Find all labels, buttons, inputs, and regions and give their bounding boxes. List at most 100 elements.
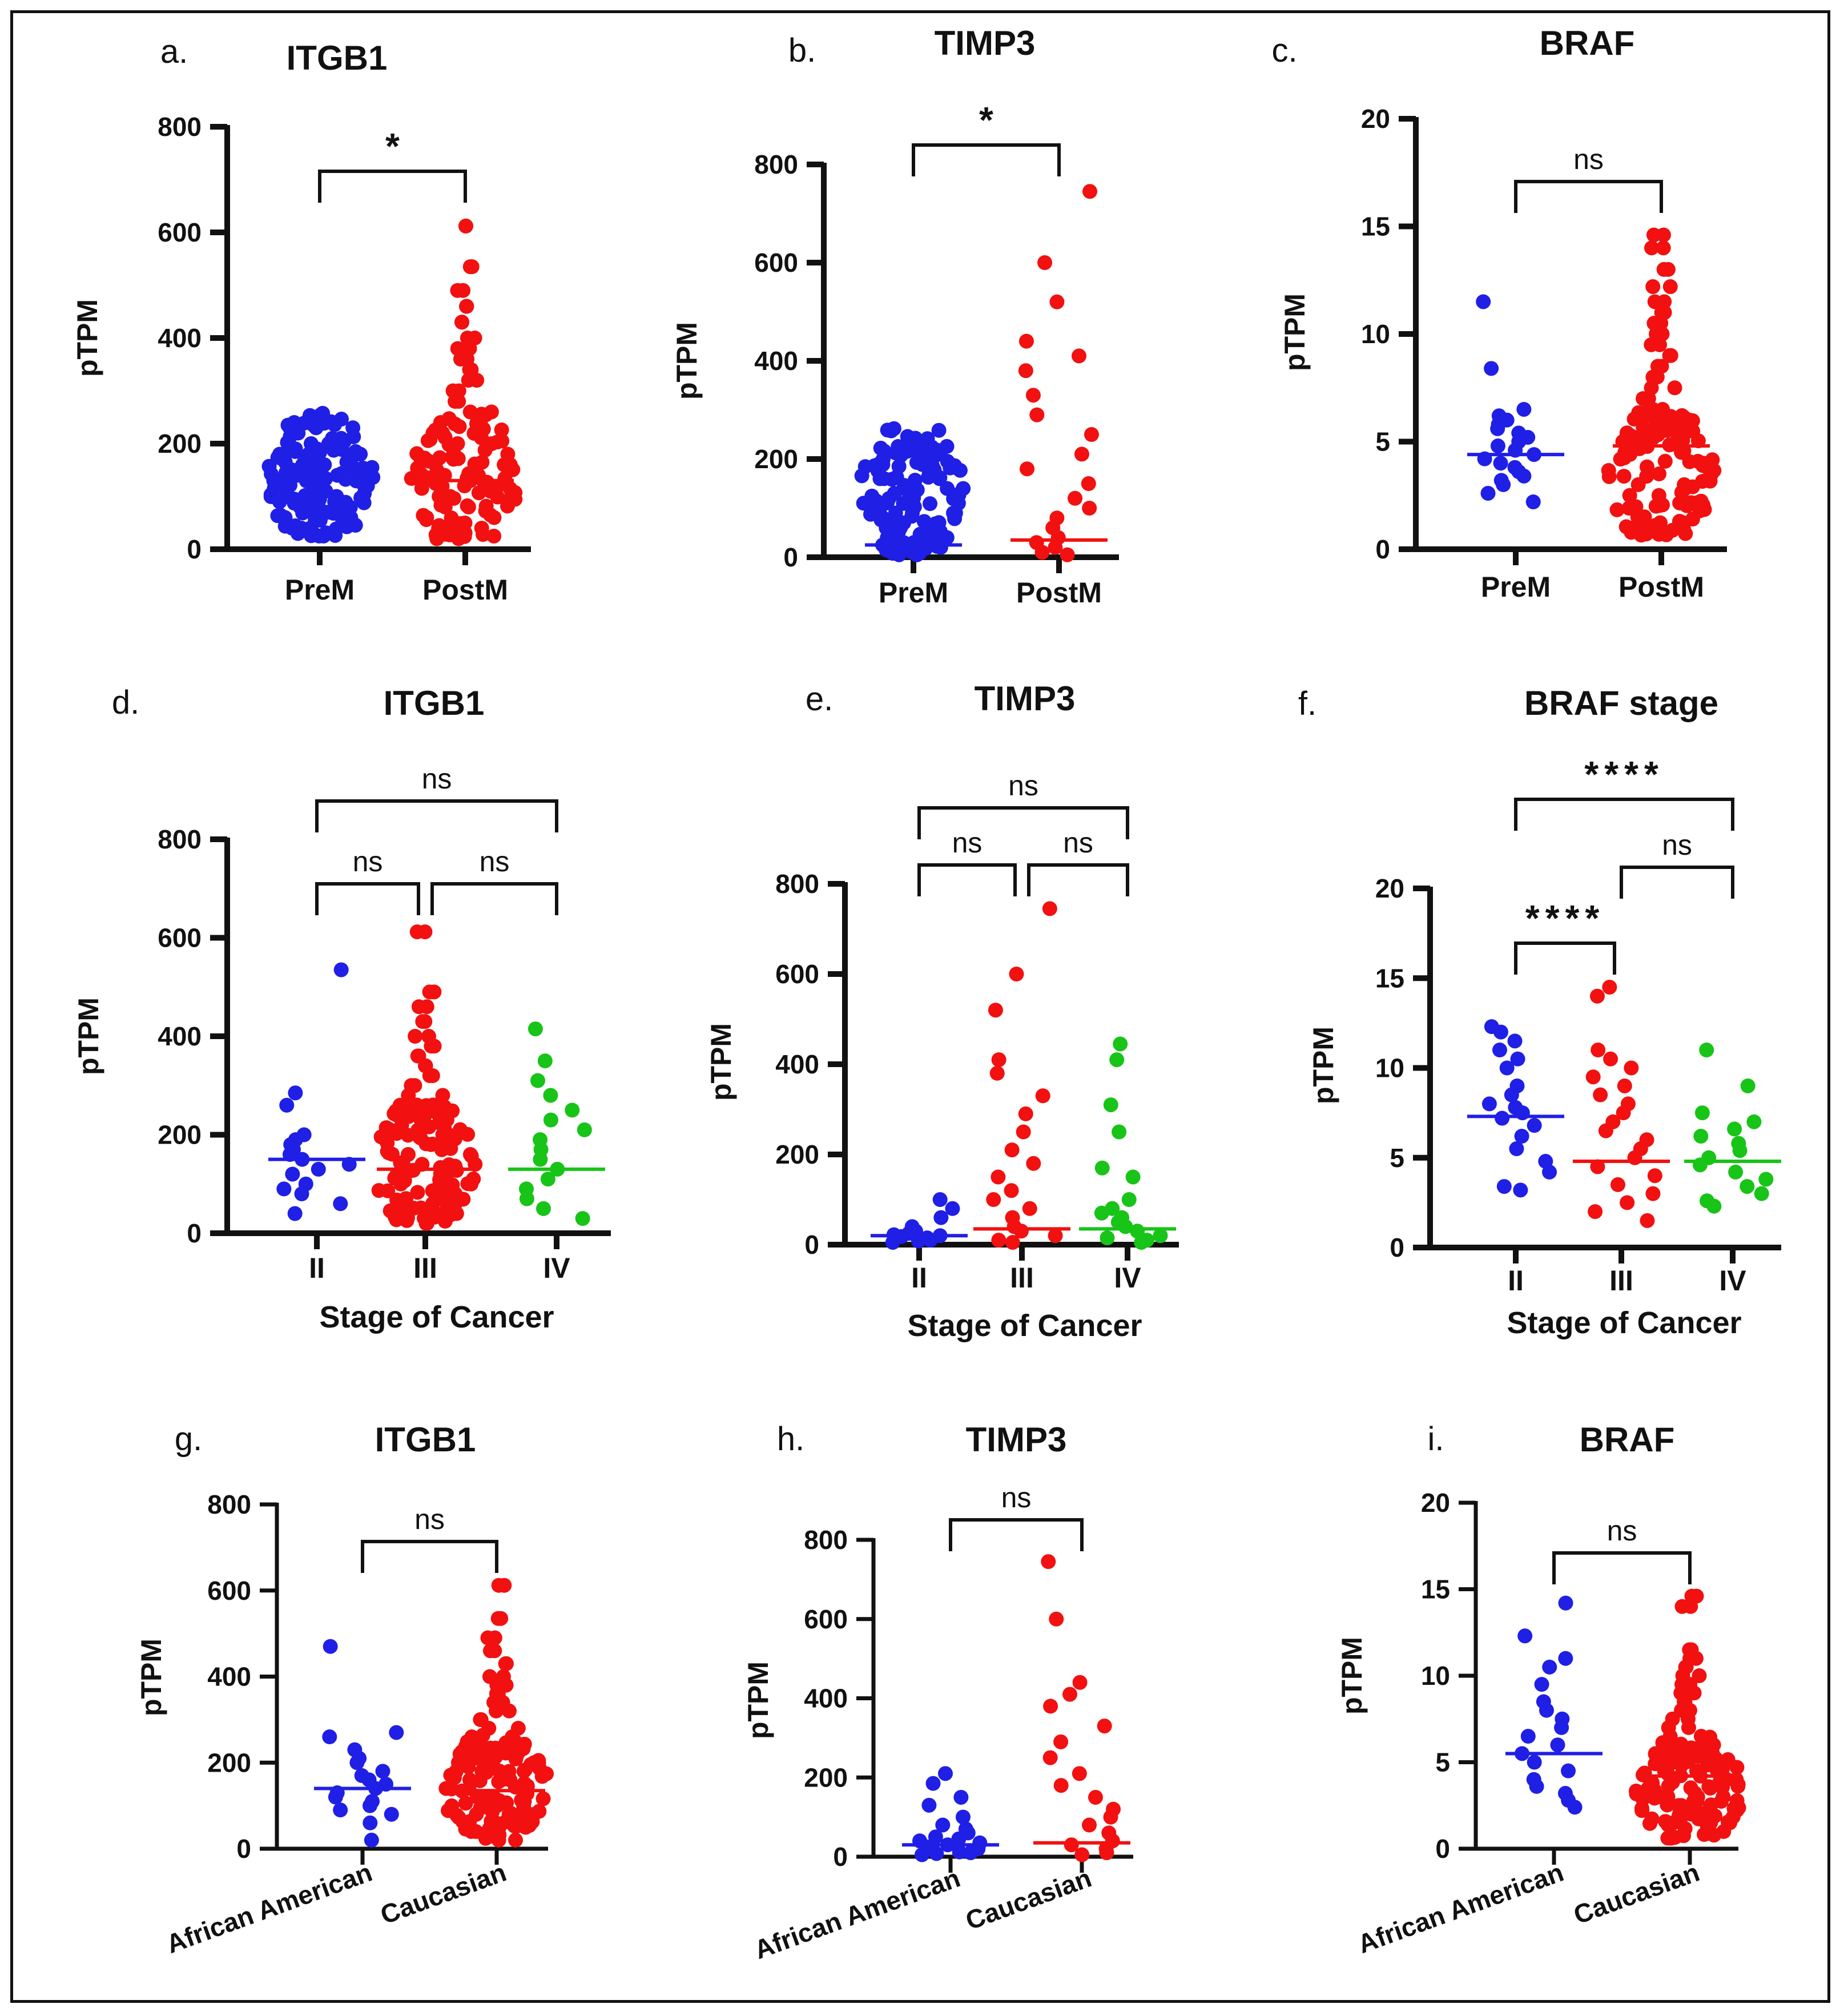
data-point — [1527, 1118, 1542, 1133]
data-point — [1602, 979, 1617, 995]
x-tick-label: IV — [1114, 1262, 1141, 1294]
data-point — [1517, 1628, 1533, 1644]
data-point — [1558, 1651, 1573, 1666]
data-point — [528, 1021, 543, 1037]
data-point — [282, 477, 297, 493]
data-point — [1109, 1052, 1125, 1068]
significance-bracket: **** — [1514, 754, 1734, 831]
y-tick-label: 400 — [158, 323, 202, 353]
data-point — [1679, 498, 1694, 513]
data-point — [1746, 1114, 1762, 1129]
data-point — [1694, 1105, 1710, 1121]
panel-letter: i. — [1428, 1421, 1444, 1458]
figure-border — [10, 10, 1830, 2003]
data-point — [1538, 1154, 1553, 1169]
data-point — [1645, 279, 1661, 295]
data-point — [871, 456, 887, 472]
data-point — [336, 434, 352, 449]
data-point — [1661, 422, 1676, 437]
data-point — [446, 490, 461, 506]
x-tick-label: PreM — [285, 574, 355, 606]
data-point — [458, 218, 473, 234]
data-point — [884, 423, 899, 438]
data-point — [456, 1192, 471, 1207]
data-point — [1609, 502, 1625, 517]
data-point — [916, 514, 932, 529]
data-point — [471, 485, 486, 501]
data-point — [1561, 1763, 1576, 1778]
data-point — [439, 1112, 454, 1128]
series-ii — [268, 962, 365, 1221]
data-point — [1644, 1811, 1660, 1826]
data-point — [1088, 1789, 1103, 1805]
data-point — [955, 1809, 971, 1825]
data-point — [508, 1832, 524, 1848]
data-point — [1605, 1114, 1621, 1129]
data-point — [1492, 1043, 1507, 1058]
panel-title: ITGB1 — [287, 39, 388, 77]
panel-g: g. ITGB1 pTPM 0 200 400 600 800 African American… — [135, 1421, 554, 1959]
data-point — [466, 1171, 481, 1186]
significance-label: ns — [1008, 770, 1038, 802]
y-axis-label: pTPM — [671, 322, 703, 400]
data-point — [531, 1753, 546, 1768]
y-axis-label: pTPM — [73, 997, 104, 1075]
data-point — [1701, 1779, 1717, 1794]
data-point — [456, 283, 471, 298]
y-tick-label: 0 — [187, 1218, 202, 1248]
data-point — [889, 521, 905, 537]
series-iv — [1684, 1043, 1781, 1214]
data-point — [1639, 1132, 1654, 1148]
x-tick-label: II — [911, 1262, 927, 1294]
data-point — [1657, 294, 1672, 309]
data-point — [460, 331, 475, 345]
data-point — [1029, 407, 1045, 422]
data-point — [1610, 1177, 1625, 1192]
data-point — [421, 1029, 436, 1044]
data-point — [904, 509, 920, 524]
bracket-line — [1514, 180, 1663, 213]
series-iii — [1573, 979, 1670, 1228]
data-point — [1657, 453, 1673, 469]
data-point — [1683, 1780, 1698, 1796]
data-point — [1507, 1033, 1523, 1049]
x-tick-label: IV — [543, 1252, 570, 1284]
panel-letter: c. — [1271, 32, 1297, 69]
data-point — [1525, 494, 1541, 510]
data-point — [1558, 1595, 1573, 1611]
data-point — [1674, 1757, 1689, 1773]
data-point — [371, 1183, 386, 1198]
data-point — [335, 500, 350, 515]
data-point — [1663, 348, 1678, 363]
y-tick-label: 200 — [775, 1140, 819, 1169]
data-point — [1603, 1051, 1618, 1067]
y-tick-label: 0 — [187, 534, 202, 564]
series-african-american — [314, 1639, 411, 1848]
significance-bracket: * — [318, 126, 467, 203]
series-iii — [973, 901, 1070, 1250]
data-point — [508, 492, 523, 507]
data-point — [1689, 1588, 1704, 1604]
data-point — [454, 315, 470, 330]
data-point — [266, 473, 281, 489]
data-point — [475, 527, 490, 542]
panel-i: i. BRAF pTPM 0 5 10 15 20 African American Caucas… — [1336, 1421, 1746, 1959]
data-point — [889, 469, 904, 485]
panel-title: TIMP3 — [966, 1421, 1067, 1459]
data-point — [1709, 1762, 1725, 1777]
data-point — [945, 1201, 960, 1216]
x-tick-label: II — [309, 1252, 325, 1284]
y-tick-label: 0 — [1390, 1233, 1404, 1262]
data-point — [900, 429, 915, 444]
data-point — [494, 422, 509, 437]
data-point — [408, 1029, 423, 1044]
significance-bracket: * — [912, 99, 1061, 176]
data-point — [441, 411, 457, 426]
data-point — [1702, 1729, 1718, 1745]
bracket-line — [1514, 941, 1616, 975]
data-point — [1661, 1753, 1677, 1769]
data-point — [1053, 1778, 1069, 1793]
data-point — [315, 504, 330, 519]
